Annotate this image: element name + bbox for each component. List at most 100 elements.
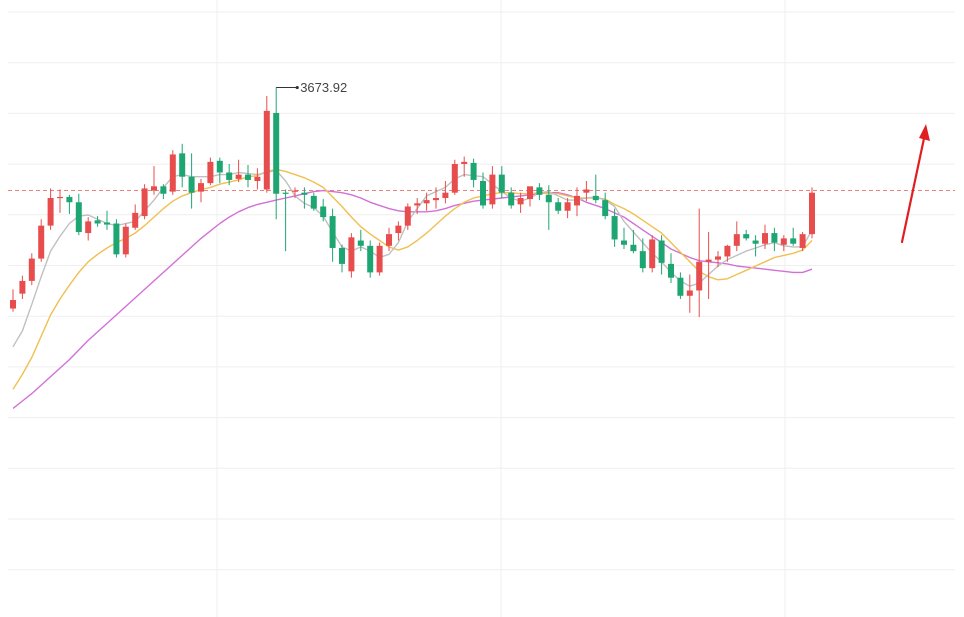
candle-body xyxy=(348,237,355,272)
candle-body xyxy=(527,186,533,200)
candle xyxy=(677,272,684,299)
candle xyxy=(94,216,101,227)
candle-body xyxy=(169,154,176,192)
candle xyxy=(461,156,468,177)
candle xyxy=(357,229,364,252)
candle xyxy=(301,187,308,209)
candle-body xyxy=(592,195,599,201)
candle-body xyxy=(320,206,327,218)
candle xyxy=(527,186,533,207)
candle-body xyxy=(668,263,674,278)
candle xyxy=(658,235,665,275)
candle xyxy=(113,219,120,258)
candle-body xyxy=(686,290,693,296)
candle-body xyxy=(508,192,515,206)
candle-body xyxy=(122,226,129,255)
candle-body xyxy=(564,202,571,211)
candle xyxy=(85,217,92,241)
candle xyxy=(339,244,345,273)
candle xyxy=(536,183,543,201)
candle xyxy=(348,233,355,278)
candle-body xyxy=(310,195,317,209)
candle xyxy=(207,157,214,186)
candle xyxy=(66,194,73,214)
candle xyxy=(498,166,505,198)
candle xyxy=(320,199,327,222)
candle-body xyxy=(57,196,63,199)
candle-body xyxy=(715,256,721,260)
candle-body xyxy=(104,222,110,225)
candle-body xyxy=(94,220,101,224)
candle-body xyxy=(574,195,580,206)
candle xyxy=(28,253,35,286)
candle xyxy=(404,203,411,230)
candle xyxy=(508,187,515,209)
candle xyxy=(611,208,618,247)
candle xyxy=(188,153,195,209)
candle-body xyxy=(151,186,157,191)
candle-body xyxy=(66,196,73,203)
candle xyxy=(480,172,486,209)
candle xyxy=(386,227,392,252)
candle xyxy=(122,223,129,258)
candle-body xyxy=(536,187,543,195)
candle-body xyxy=(404,206,411,226)
candle-body xyxy=(254,176,261,181)
candle-body xyxy=(752,240,759,244)
candle-body xyxy=(367,245,374,273)
candle xyxy=(621,227,627,250)
candle-body xyxy=(38,225,45,259)
candle xyxy=(592,174,599,204)
candle xyxy=(790,227,797,246)
candle xyxy=(574,187,580,217)
candle-body xyxy=(207,161,214,184)
candle xyxy=(470,158,477,188)
candle-body xyxy=(480,180,486,206)
candle xyxy=(583,180,590,202)
candle-body xyxy=(451,163,458,193)
candle xyxy=(564,198,571,219)
candle-body xyxy=(696,261,703,291)
candle xyxy=(329,208,336,262)
candle-body xyxy=(433,198,439,201)
candle xyxy=(132,204,139,230)
candle xyxy=(151,166,157,195)
candle-body xyxy=(10,300,16,309)
candle xyxy=(630,229,637,254)
candle xyxy=(160,184,167,200)
candle-body xyxy=(470,162,477,180)
candle-body xyxy=(677,277,684,296)
candle-body xyxy=(273,112,280,194)
candle xyxy=(517,192,524,213)
trend-arrow-head xyxy=(919,124,930,141)
candle-body xyxy=(245,174,251,180)
candle xyxy=(724,244,731,262)
candle-body xyxy=(141,188,148,217)
candles xyxy=(10,87,815,318)
candle xyxy=(179,143,186,188)
candle xyxy=(489,166,496,209)
annotation-dot xyxy=(295,85,299,90)
candle-body xyxy=(235,174,242,179)
candle xyxy=(780,235,787,252)
candle xyxy=(395,221,402,241)
candle-body xyxy=(545,194,552,203)
candle-body xyxy=(630,244,637,252)
candle-body xyxy=(517,198,524,205)
candle-body xyxy=(743,234,750,239)
candle xyxy=(555,198,562,214)
candle-body xyxy=(357,240,364,246)
candle-body xyxy=(198,183,204,192)
candle-body xyxy=(339,247,345,264)
candle xyxy=(57,189,63,213)
candle xyxy=(263,95,270,193)
candle-body xyxy=(790,238,797,244)
candle xyxy=(198,178,204,203)
candle-body xyxy=(611,216,618,240)
candle xyxy=(771,227,778,252)
candle xyxy=(75,193,82,236)
candle-body xyxy=(489,174,496,205)
candle xyxy=(799,232,806,252)
candle-body xyxy=(282,192,289,194)
high-price-annotation: 3673.92 xyxy=(276,80,347,95)
